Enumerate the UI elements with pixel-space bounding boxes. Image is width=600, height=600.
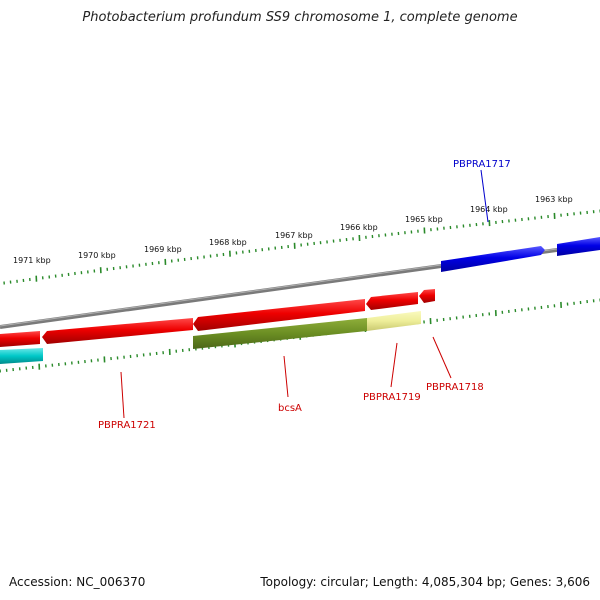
leader-bcsA [283, 355, 289, 398]
label-bcsA[interactable]: bcsA [278, 403, 302, 414]
kbp-label-1965: 1965 kbp [405, 215, 443, 224]
outer-tick-track [3, 209, 600, 285]
gene-pbpra1719[interactable] [366, 292, 418, 310]
gene-pale[interactable] [367, 311, 421, 331]
kbp-label-1970: 1970 kbp [78, 251, 116, 260]
gene-blue-right[interactable] [557, 237, 600, 256]
label-pbpra1717[interactable]: PBPRA1717 [453, 159, 511, 170]
label-pbpra1718[interactable]: PBPRA1718 [426, 382, 484, 393]
kbp-label-1966: 1966 kbp [340, 223, 378, 232]
kbp-label-1963: 1963 kbp [535, 195, 573, 204]
kbp-labels: 1971 kbp 1970 kbp 1969 kbp 1968 kbp 1967… [13, 195, 573, 265]
gene-pbpra1717[interactable] [441, 246, 545, 272]
kbp-label-1969: 1969 kbp [144, 245, 182, 254]
leader-pbpra1718 [432, 336, 452, 379]
leader-pbpra1719 [390, 342, 398, 388]
gene-pbpra1718[interactable] [419, 289, 435, 303]
accession-text: Accession: NC_006370 [9, 575, 146, 589]
kbp-label-1968: 1968 kbp [209, 238, 247, 247]
kbp-label-1971: 1971 kbp [13, 256, 51, 265]
gene-bcsA[interactable] [193, 318, 367, 349]
topology-text: Topology: circular; Length: 4,085,304 bp… [260, 575, 590, 589]
gene-pbpra1721[interactable] [42, 318, 193, 344]
gene-left-partial[interactable] [0, 331, 40, 347]
label-pbpra1719[interactable]: PBPRA1719 [363, 392, 421, 403]
leader-pbpra1721 [120, 371, 125, 419]
leader-pbpra1717 [480, 169, 489, 223]
label-pbpra1721[interactable]: PBPRA1721 [98, 420, 156, 431]
kbp-label-1964: 1964 kbp [470, 205, 508, 214]
kbp-label-1967: 1967 kbp [275, 231, 313, 240]
map-title: Photobacterium profundum SS9 chromosome … [82, 10, 518, 25]
gene-teal[interactable] [0, 348, 43, 364]
gene-pbpra1720[interactable] [193, 299, 365, 331]
